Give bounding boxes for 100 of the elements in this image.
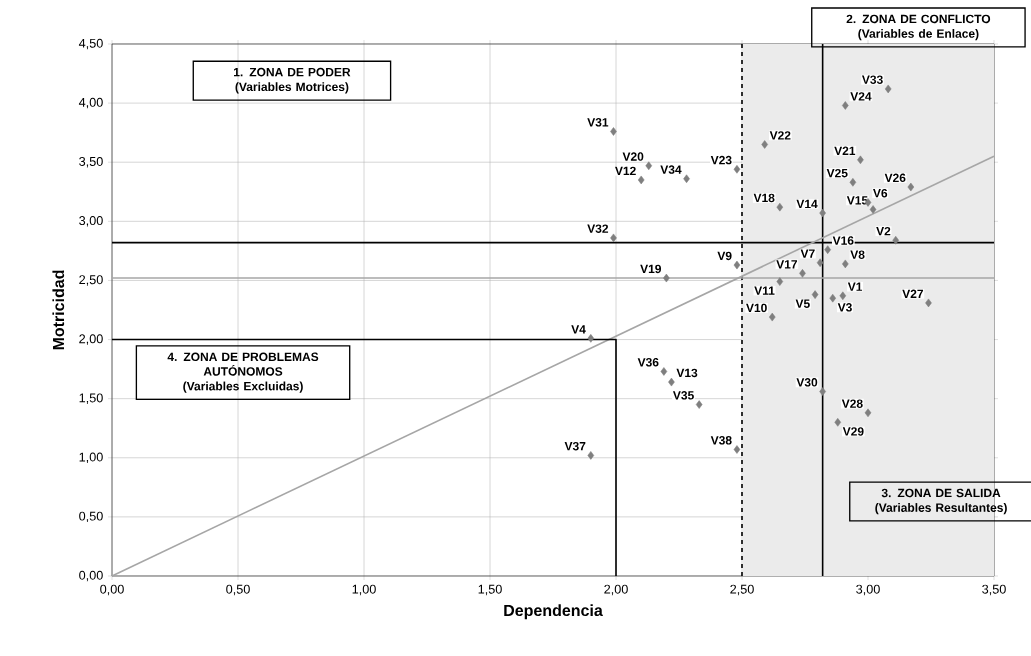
point <box>668 377 675 387</box>
y-tick-label: 4,00 <box>78 97 103 109</box>
y-tick-label: 1,00 <box>79 452 103 464</box>
annotation: V8 <box>850 250 865 259</box>
annotation: V31 <box>587 118 609 127</box>
y-tick-label: 0,00 <box>79 570 103 582</box>
point <box>610 233 617 243</box>
point <box>733 445 741 454</box>
point <box>776 277 784 286</box>
annotation: 1. ZONA DE PODER <box>234 67 351 77</box>
point <box>695 400 703 409</box>
annotation: (Variables Motrices) <box>235 82 349 94</box>
x-tick-label: 0,00 <box>100 584 124 596</box>
point <box>842 259 849 269</box>
x-tick-label: 1,00 <box>352 584 376 596</box>
annotation: 3. ZONA DE SALIDA <box>881 488 1001 498</box>
annotation: V1 <box>847 282 863 291</box>
y-tick-label: 3,00 <box>79 216 103 227</box>
x-tick-label: 2,50 <box>730 584 754 596</box>
x-tick-label: 3,50 <box>982 584 1006 596</box>
y-tick-label: 0,50 <box>79 511 103 523</box>
annotation: V16 <box>832 236 854 245</box>
text: (Variables de Enlace) <box>858 29 979 41</box>
annotation: V38 <box>710 436 732 445</box>
annotation: V28 <box>841 399 863 408</box>
annotation: V3 <box>837 303 852 312</box>
annotation: V19 <box>640 264 662 274</box>
point <box>733 165 741 174</box>
annotation: 4. ZONA DE PROBLEMAS AUTÓNOMOS <box>167 352 319 376</box>
point <box>849 178 857 187</box>
point <box>839 291 847 301</box>
point <box>587 451 595 460</box>
annotation: V37 <box>564 441 586 451</box>
point <box>816 258 824 267</box>
point <box>799 269 806 278</box>
x-axis-title: Dependencia <box>504 604 603 620</box>
point <box>892 235 899 245</box>
annotation: V36 <box>637 358 659 367</box>
point <box>587 334 595 343</box>
annotation: V22 <box>769 131 791 140</box>
point <box>834 418 842 427</box>
annotation: V10 <box>746 303 767 313</box>
point <box>761 140 768 149</box>
point <box>907 182 915 192</box>
y-tick-label: 4,50 <box>78 38 103 50</box>
annotation: V29 <box>842 427 864 436</box>
annotation: V30 <box>796 378 818 387</box>
point <box>857 155 864 165</box>
x-tick-label: 3,00 <box>856 584 880 596</box>
annotation: V5 <box>795 299 810 308</box>
annotation: V33 <box>861 75 883 84</box>
annotation: (Variables Excluidas) <box>183 381 303 393</box>
annotation: V9 <box>717 251 732 261</box>
annotation: V7 <box>800 249 815 258</box>
point <box>660 367 668 376</box>
point <box>925 298 932 308</box>
text: 2. ZONA DE CONFLICTO <box>846 14 991 24</box>
point <box>819 208 826 218</box>
annotation: (Variables Resultantes) <box>875 503 1007 515</box>
annotation: V14 <box>796 199 818 209</box>
annotation: V11 <box>754 286 775 295</box>
point <box>842 101 849 110</box>
annotation: V27 <box>902 289 924 298</box>
point <box>884 84 892 94</box>
point <box>663 273 670 283</box>
point <box>637 175 645 185</box>
annotation: V17 <box>776 260 798 269</box>
annotation: V18 <box>753 193 775 203</box>
annotation: V20 <box>622 152 644 161</box>
point <box>819 387 826 396</box>
annotation: V12 <box>615 166 636 176</box>
annotation: V26 <box>884 173 906 183</box>
x-tick-label: 1,50 <box>478 584 502 596</box>
point <box>645 161 653 171</box>
point <box>768 312 776 322</box>
annotation: V21 <box>834 146 856 155</box>
point <box>683 174 690 184</box>
y-tick-label: 1,50 <box>79 393 103 404</box>
point <box>733 260 741 270</box>
point <box>864 408 872 418</box>
annotation: V24 <box>850 92 872 101</box>
y-tick-label: 3,50 <box>79 156 103 168</box>
annotation: V32 <box>587 224 609 233</box>
annotation: V2 <box>876 226 891 236</box>
annotation: V35 <box>672 391 694 400</box>
x-tick-label: 2,00 <box>604 584 628 596</box>
x-tick-label: 0,50 <box>226 584 250 596</box>
point <box>610 127 617 136</box>
annotation: V6 <box>873 188 888 198</box>
annotation: V23 <box>710 155 732 165</box>
point <box>811 290 819 299</box>
point <box>824 245 831 254</box>
annotation: V13 <box>676 368 698 378</box>
annotation: V34 <box>660 165 682 174</box>
point <box>829 293 836 303</box>
annotation: V4 <box>571 325 586 334</box>
point <box>869 205 877 214</box>
annotation: V25 <box>826 168 848 178</box>
point <box>776 202 784 212</box>
y-axis-title: Motricidad <box>52 270 65 350</box>
